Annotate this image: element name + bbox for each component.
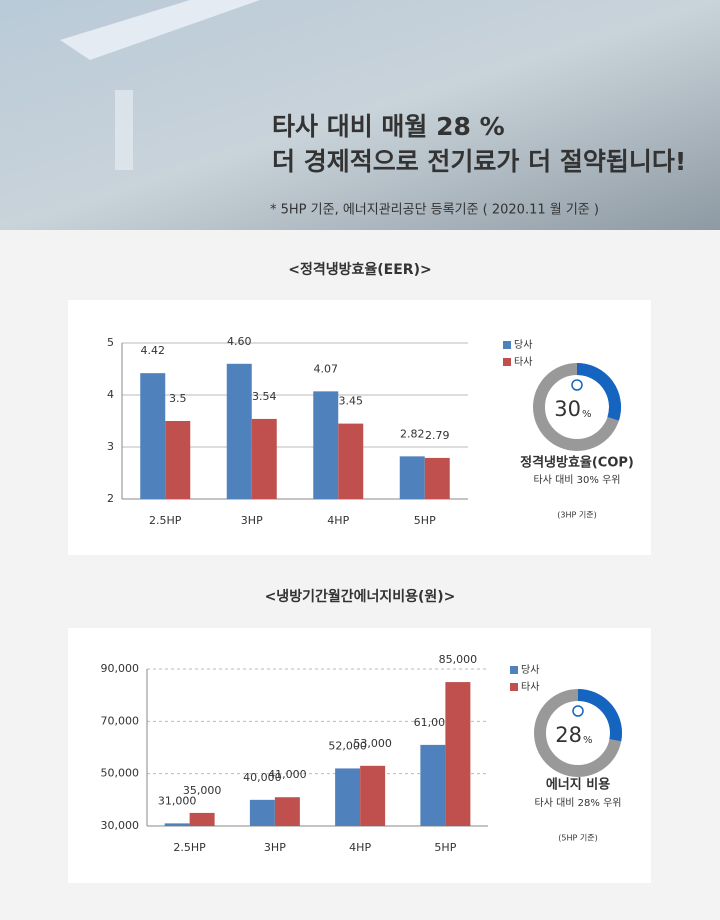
- data-label: 35,000: [183, 784, 222, 797]
- data-label: 40,000: [243, 771, 282, 784]
- y-tick-label: 70,000: [101, 714, 140, 727]
- legend-label: 당사: [521, 664, 539, 676]
- bar: [313, 391, 339, 499]
- gauge-note: (3HP 기준): [557, 511, 596, 520]
- gauge-note: (5HP 기준): [558, 834, 597, 843]
- header-note: * 5HP 기준, 에너지관리공단 등록기준 ( 2020.11 월 기준 ): [270, 203, 599, 218]
- data-label: 2.82: [400, 427, 425, 440]
- legend-swatch: [510, 666, 518, 674]
- data-label: 52,000: [328, 739, 367, 752]
- data-label: 4.60: [227, 335, 252, 348]
- gauge-title: 에너지 비용: [546, 777, 610, 793]
- data-label: 41,000: [268, 768, 307, 781]
- data-label: 3.54: [252, 390, 277, 403]
- y-tick-label: 5: [107, 336, 114, 349]
- data-label: 4.07: [314, 362, 339, 375]
- decor: [115, 90, 133, 170]
- bar: [338, 423, 364, 499]
- gauge-value: 30: [554, 397, 581, 421]
- data-label: 85,000: [439, 653, 478, 666]
- gauge-unit: %: [583, 735, 593, 746]
- y-tick-label: 90,000: [101, 662, 140, 675]
- header-title: 타사 대비 매월 28 %: [272, 112, 505, 141]
- bar: [251, 418, 277, 499]
- header-title: 더 경제적으로 전기료가 더 절약됩니다!: [272, 147, 686, 176]
- x-tick-label: 2.5HP: [173, 841, 206, 854]
- bar: [274, 797, 300, 826]
- gauge-arc: [576, 363, 621, 421]
- bar: [226, 363, 252, 499]
- gauge-arc: [577, 689, 622, 742]
- data-label: 4.42: [141, 344, 166, 357]
- x-tick-label: 3HP: [264, 841, 286, 854]
- bar: [165, 421, 191, 499]
- y-tick-label: 50,000: [101, 767, 140, 780]
- data-label: 2.79: [425, 429, 450, 442]
- chart-title: <냉방기간월간에너지비용(원)>: [265, 588, 456, 605]
- ceiling-unit: [60, 0, 260, 60]
- x-tick-label: 5HP: [434, 841, 456, 854]
- x-tick-label: 2.5HP: [149, 514, 182, 527]
- legend-label: 타사: [521, 681, 539, 693]
- x-tick-label: 3HP: [241, 514, 263, 527]
- gauge-unit: %: [582, 409, 592, 420]
- data-label: 61,000: [414, 716, 453, 729]
- legend-swatch: [503, 358, 511, 366]
- gauge-value: 28: [555, 723, 582, 747]
- chart-title: <정격냉방효율(EER)>: [288, 261, 431, 278]
- gauge-subtitle: 타사 대비 28% 우위: [535, 796, 622, 809]
- data-label: 3.45: [339, 395, 364, 408]
- y-tick-label: 30,000: [101, 819, 140, 832]
- y-tick-label: 4: [107, 388, 114, 401]
- x-tick-label: 5HP: [414, 514, 436, 527]
- legend-label: 타사: [514, 356, 532, 368]
- bar: [360, 765, 386, 826]
- legend-label: 당사: [514, 339, 532, 351]
- y-tick-label: 3: [107, 440, 114, 453]
- legend-swatch: [503, 341, 511, 349]
- gauge-subtitle: 타사 대비 30% 우위: [534, 473, 621, 486]
- bar: [189, 812, 215, 826]
- legend-swatch: [510, 683, 518, 691]
- y-tick-label: 2: [107, 492, 114, 505]
- bar: [424, 457, 450, 499]
- bar: [399, 456, 425, 499]
- bar: [164, 823, 190, 826]
- bar: [445, 682, 471, 826]
- gauge-icon: [571, 379, 583, 391]
- bar: [140, 373, 166, 499]
- x-tick-label: 4HP: [327, 514, 349, 527]
- gauge-icon: [572, 705, 584, 717]
- data-label: 3.5: [169, 392, 187, 405]
- bar: [249, 799, 275, 826]
- bar: [335, 768, 361, 826]
- x-tick-label: 4HP: [349, 841, 371, 854]
- gauge-title: 정격냉방효율(COP): [520, 455, 634, 471]
- data-label: 53,000: [353, 737, 392, 750]
- bar: [420, 744, 446, 826]
- data-label: 31,000: [158, 794, 197, 807]
